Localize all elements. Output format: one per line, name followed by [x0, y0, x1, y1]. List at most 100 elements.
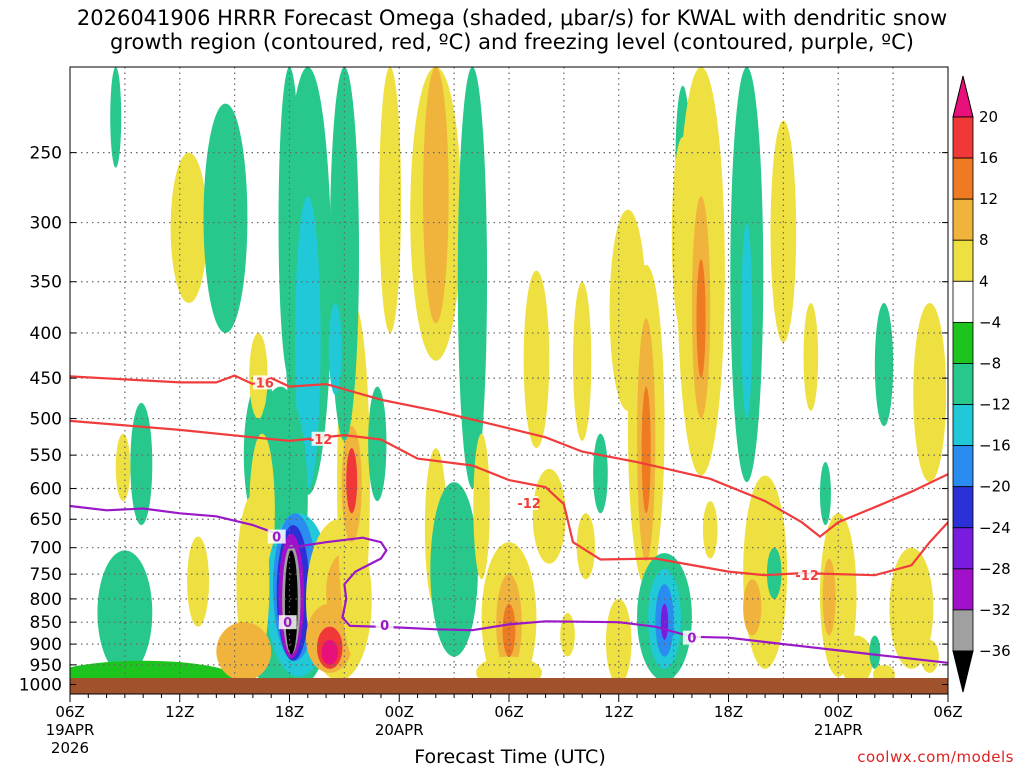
contour-label-6: 0 — [687, 632, 696, 647]
colorbar-label-8: −16 — [979, 437, 1011, 455]
omega-cell-75 — [743, 579, 762, 636]
colorbar-label-10: −24 — [979, 519, 1011, 537]
colorbar-bin-9 — [952, 486, 974, 529]
y-tick-label-550: 550 — [30, 446, 62, 466]
colorbar-label-13: −36 — [979, 642, 1011, 660]
x-tick-label-18: 00Z — [385, 703, 414, 721]
x-tick-label-48: 06Z — [933, 703, 962, 721]
contour-label-7: 0 — [283, 616, 292, 631]
colorbar-top-arrow — [952, 75, 974, 118]
omega-cell-53 — [573, 281, 592, 441]
colorbar-label-0: 20 — [979, 108, 998, 126]
omega-cell-73 — [741, 222, 753, 419]
omega-cell-41 — [423, 67, 449, 324]
omega-cell-46 — [473, 433, 490, 580]
colorbar-label-11: −28 — [979, 560, 1011, 578]
y-axis: 2503003504004505005506006507007508008509… — [19, 144, 948, 696]
series-line-1 — [70, 419, 948, 577]
contour-label-4: 0 — [272, 531, 281, 546]
omega-cell-77 — [770, 120, 797, 343]
y-tick-label-900: 900 — [30, 635, 62, 655]
y-tick-label-250: 250 — [30, 144, 62, 164]
omega-cell-82 — [874, 303, 894, 427]
contour-label-0: -16 — [250, 376, 274, 391]
y-tick-label-400: 400 — [30, 324, 62, 344]
omega-cell-57 — [605, 598, 632, 685]
contour-label-bg-2 — [520, 495, 539, 510]
colorbar-label-1: 16 — [979, 149, 998, 167]
x-tick-label-36: 18Z — [714, 703, 743, 721]
omega-cell-55 — [560, 613, 575, 657]
omega-cell-44 — [457, 67, 488, 489]
omega-cell-70 — [696, 259, 706, 379]
y-tick-label-450: 450 — [30, 369, 62, 389]
omega-cell-45 — [430, 482, 478, 657]
colorbar-bin-3 — [952, 239, 974, 282]
omega-cell-6 — [110, 67, 122, 168]
omega-cell-54 — [576, 513, 595, 580]
x-tick-label-6: 12Z — [165, 703, 194, 721]
colorbar-label-6: −8 — [979, 354, 1001, 372]
contour-label-5: 0 — [380, 619, 389, 634]
contour-label-2: -12 — [517, 497, 541, 512]
omega-cell-30 — [321, 639, 338, 665]
contour-label-bg-3 — [798, 568, 817, 583]
x-tick-date-0: 19APR — [46, 721, 95, 739]
colorbar-bin-5 — [952, 321, 974, 364]
colorbar-label-12: −32 — [979, 601, 1011, 619]
omega-cell-7 — [187, 536, 210, 627]
x-tick-label-12: 18Z — [275, 703, 304, 721]
omega-cell-78 — [803, 303, 819, 411]
colorbar-bin-8 — [952, 445, 974, 488]
colorbar: 20 16 12 8 4 −4 −8 −12 −16 −20 −24 −28 −32 −36 — [952, 75, 1011, 693]
series-line-2 — [70, 504, 948, 664]
x-tick-label-30: 12Z — [604, 703, 633, 721]
x-tick-date-42: 21APR — [814, 721, 863, 739]
colorbar-label-2: 12 — [979, 190, 998, 208]
colorbar-label-5: −4 — [979, 313, 1001, 331]
omega-cell-35 — [346, 448, 358, 514]
y-tick-label-800: 800 — [30, 590, 62, 610]
y-tick-label-300: 300 — [30, 214, 62, 234]
omega-cell-39 — [368, 386, 387, 502]
title-line-1: 2026041906 HRRR Forecast Omega (shaded, … — [76, 6, 948, 30]
colorbar-bin-2 — [952, 198, 974, 241]
x-tick-label-42: 00Z — [824, 703, 853, 721]
contour-label-bg-0 — [253, 375, 272, 390]
x-axis-label: Forecast Time (UTC) — [414, 746, 606, 768]
omega-cell-38 — [379, 67, 402, 333]
omega-cell-52 — [532, 468, 566, 564]
omega-cell-56 — [593, 433, 608, 514]
colorbar-bin-6 — [952, 363, 974, 405]
omega-cell-9 — [203, 103, 248, 333]
y-tick-label-750: 750 — [30, 565, 62, 585]
colorbar-bin-4 — [952, 280, 974, 323]
colorbar-label-9: −20 — [979, 478, 1011, 496]
colorbar-bin-7 — [952, 404, 974, 447]
x-tick-year-0: 2026 — [51, 739, 89, 757]
colorbar-bin-0 — [952, 116, 974, 159]
contour-label-3: -12 — [795, 569, 819, 584]
omega-cell-87 — [869, 635, 881, 669]
omega-cell-76 — [766, 547, 782, 599]
y-tick-label-950: 950 — [30, 656, 62, 676]
credit-text: coolwx.com/models — [857, 748, 1014, 766]
x-tick-label-24: 06Z — [494, 703, 523, 721]
colorbar-label-3: 8 — [979, 231, 989, 249]
x-tick-date-18: 20APR — [375, 721, 424, 739]
omega-cell-26 — [216, 622, 272, 681]
omega-cell-85 — [889, 547, 934, 669]
colorbar-bin-12 — [952, 609, 974, 652]
series-line-0 — [70, 374, 948, 538]
omega-cell-51 — [523, 270, 550, 449]
contour-label-1: -12 — [309, 433, 333, 448]
terrain-bar — [70, 678, 948, 694]
omega-cell-79 — [819, 462, 831, 526]
colorbar-label-7: −12 — [979, 396, 1011, 414]
contour-lines — [70, 374, 948, 664]
omega-cell-14 — [294, 196, 321, 489]
y-tick-label-650: 650 — [30, 510, 62, 530]
omega-cell-49 — [502, 603, 516, 657]
